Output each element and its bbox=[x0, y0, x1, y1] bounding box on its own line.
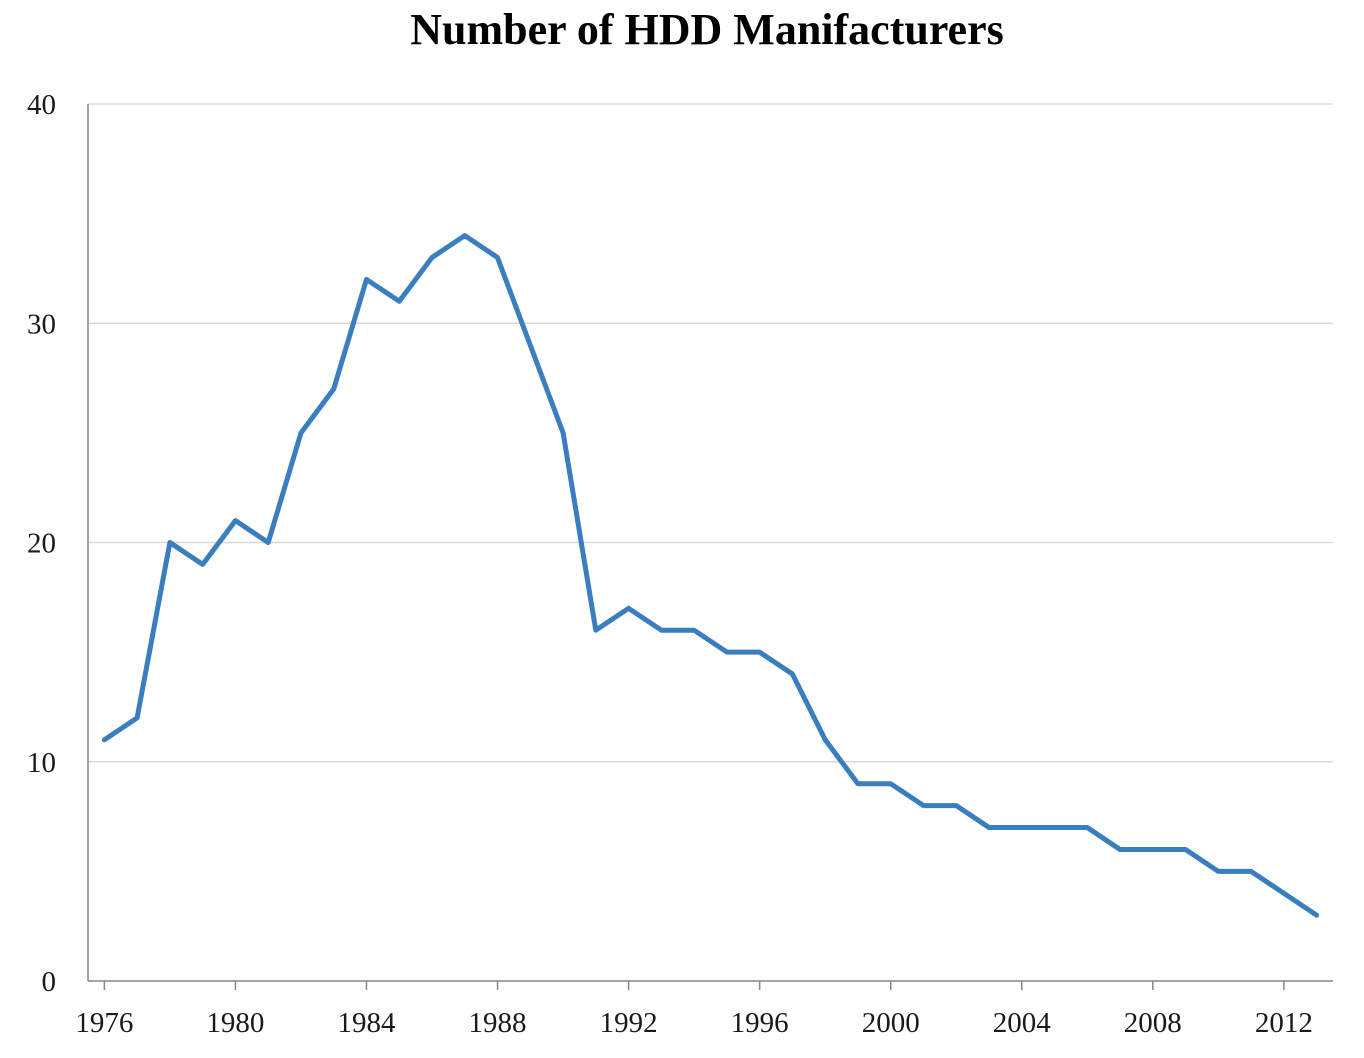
gridlines bbox=[88, 103, 1333, 763]
axes bbox=[87, 104, 1333, 982]
x-tick-label: 2004 bbox=[993, 1007, 1052, 1039]
x-tick-label: 1980 bbox=[206, 1007, 264, 1039]
x-tick-label: 1988 bbox=[469, 1007, 527, 1039]
y-axis-tick-labels: 0 10 20 30 40 bbox=[27, 89, 56, 998]
x-tick-label: 2008 bbox=[1124, 1007, 1182, 1039]
y-tick-label: 0 bbox=[42, 966, 57, 998]
x-tick-label: 1984 bbox=[337, 1007, 396, 1039]
x-tick-label: 1976 bbox=[75, 1007, 133, 1039]
x-tick-label: 2012 bbox=[1255, 1007, 1313, 1039]
x-tick-label: 2000 bbox=[862, 1007, 920, 1039]
x-tick-label: 1992 bbox=[600, 1007, 658, 1039]
series-line-0 bbox=[101, 233, 1320, 918]
y-tick-label: 20 bbox=[27, 528, 56, 560]
x-axis-ticks bbox=[103, 981, 1285, 990]
y-tick-label: 30 bbox=[27, 308, 56, 340]
x-axis-tick-labels: 1976 1980 1984 1988 1992 1996 2000 2004 2008 2012 bbox=[75, 1007, 1312, 1039]
chart-title: Number of HDD Manifacturers bbox=[410, 5, 1004, 54]
y-tick-label: 10 bbox=[27, 747, 56, 779]
series bbox=[101, 233, 1320, 918]
y-tick-label: 40 bbox=[27, 89, 56, 121]
x-tick-label: 1996 bbox=[731, 1007, 789, 1039]
